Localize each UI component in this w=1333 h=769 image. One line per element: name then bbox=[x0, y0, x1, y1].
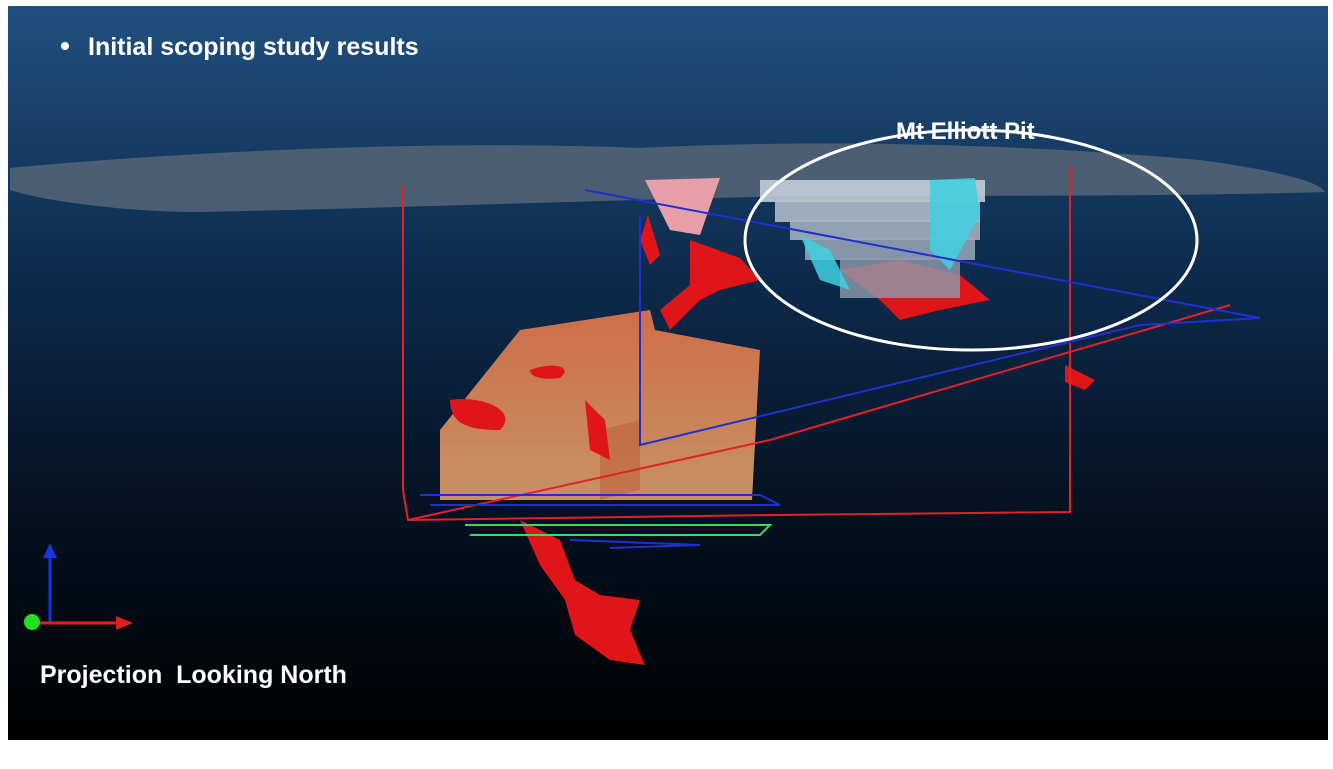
stope-block bbox=[440, 310, 760, 500]
view-label: Projection Looking North bbox=[40, 661, 347, 689]
stope-shadow bbox=[600, 420, 640, 500]
axis-triad bbox=[24, 543, 133, 630]
bullet-dot bbox=[61, 42, 69, 50]
ore-bodies bbox=[450, 178, 1095, 665]
mine-workings bbox=[402, 165, 1261, 549]
callout-ellipse bbox=[743, 128, 1199, 352]
callout-label: Mt Elliott Pit bbox=[896, 118, 1035, 145]
bullet-text: Initial scoping study results bbox=[88, 33, 419, 61]
pit-model bbox=[760, 178, 985, 298]
terrain-surface bbox=[10, 143, 1325, 212]
